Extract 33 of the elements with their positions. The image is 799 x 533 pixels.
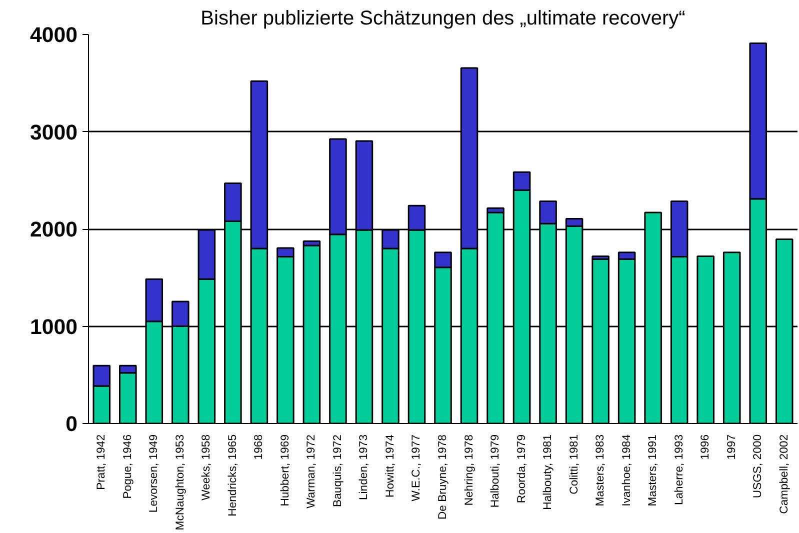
x-tick-label: Campbell, 2002 <box>778 434 790 514</box>
x-tick-label: Roorda, 1979 <box>516 434 528 504</box>
x-tick-label: Masters, 1983 <box>594 434 607 506</box>
x-tick-label: Warman, 1972 <box>306 434 318 508</box>
x-tick-label: Weeks, 1958 <box>200 434 213 500</box>
x-tick-label: Ivanhoe, 1984 <box>620 434 633 506</box>
chart-title: Bisher publizierte Schätzungen des „ultimate recovery“ <box>200 8 686 30</box>
x-tick-label: Halbouti, 1979 <box>490 434 502 508</box>
x-tick-label: W.E.C., 1977 <box>410 434 423 502</box>
x-tick-label: Bauquis, 1972 <box>332 434 344 507</box>
x-tick-label: Hubbert, 1969 <box>279 434 292 506</box>
y-tick-label: 3000 <box>30 120 78 144</box>
x-tick-label: 1997 <box>726 434 738 460</box>
x-tick-label: Howitt, 1974 <box>384 434 396 498</box>
x-tick-label: Colitti, 1981 <box>568 434 580 494</box>
x-tick-label: Pogue, 1946 <box>122 434 134 499</box>
y-tick-label: 1000 <box>30 314 78 339</box>
x-tick-label: Hendricks, 1965 <box>226 434 239 516</box>
x-tick-label: Pratt, 1942 <box>96 434 108 490</box>
x-tick-label: 1996 <box>700 434 712 460</box>
x-tick-label: Nehring, 1978 <box>463 434 476 506</box>
y-tick-label: 4000 <box>30 23 78 47</box>
x-tick-label: Laherre, 1993 <box>673 434 686 506</box>
x-tick-label: Linden, 1973 <box>358 434 370 500</box>
x-tick-label: De Bruyne, 1978 <box>437 434 449 520</box>
y-tick-label: 2000 <box>30 218 78 242</box>
x-tick-label: Halbouty, 1981 <box>542 434 554 510</box>
x-tick-label: McNaughton, 1953 <box>174 434 186 530</box>
x-tick-label: Masters, 1991 <box>647 434 660 506</box>
x-tick-label: Levorsen, 1949 <box>148 434 160 513</box>
x-tick-label: 1968 <box>253 434 266 460</box>
x-tick-label: USGS, 2000 <box>752 434 764 498</box>
y-tick-label: 0 <box>66 412 78 436</box>
